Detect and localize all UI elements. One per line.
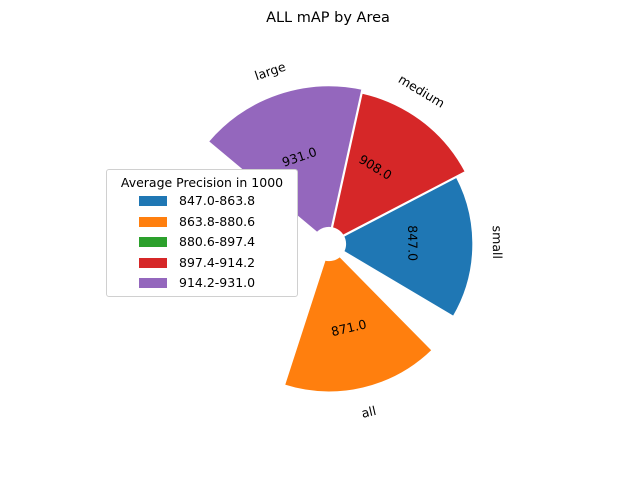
legend-item: 847.0-863.8	[107, 192, 297, 213]
legend-swatch	[139, 257, 167, 268]
legend-item: 914.2-931.0	[107, 274, 297, 295]
legend: Average Precision in 1000 847.0-863.8 86…	[106, 169, 298, 297]
chart-title: ALL mAP by Area	[266, 10, 390, 26]
legend-label: 847.0-863.8	[179, 193, 256, 208]
legend-label: 863.8-880.6	[179, 213, 256, 229]
category-label-small: small	[490, 226, 505, 259]
sector-all	[282, 254, 434, 394]
legend-label: 914.2-931.0	[179, 275, 256, 290]
value-label-small: 847.0	[405, 225, 420, 261]
category-label-large: large	[253, 59, 288, 84]
category-label-all: all	[360, 403, 378, 421]
legend-swatch	[139, 278, 167, 288]
legend-title: Average Precision in 1000	[120, 175, 284, 190]
legend-item: 880.6-897.4	[107, 233, 297, 254]
legend-swatch	[139, 237, 167, 247]
sector-large	[206, 84, 364, 235]
legend-item: 863.8-880.6	[107, 213, 297, 234]
sector-small	[341, 167, 475, 319]
legend-label: 897.4-914.2	[179, 254, 256, 270]
legend-swatch	[139, 216, 167, 227]
category-label-medium: medium	[396, 71, 448, 110]
sectors-group	[206, 84, 475, 394]
legend-swatch	[139, 196, 167, 206]
legend-item: 897.4-914.2	[107, 254, 297, 275]
legend-label: 880.6-897.4	[179, 234, 256, 249]
